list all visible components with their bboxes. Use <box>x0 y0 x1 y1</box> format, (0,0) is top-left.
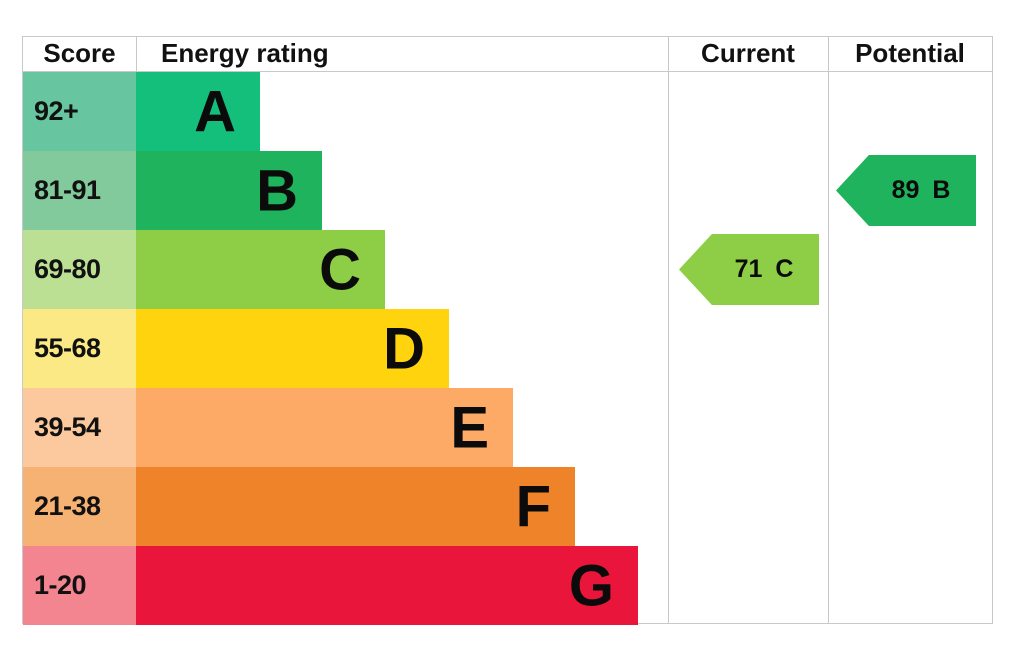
band-bar-g: G <box>136 546 638 625</box>
divider-potential-column <box>828 37 829 623</box>
band-score-range: 1-20 <box>23 546 136 625</box>
band-row-e: 39-54 E <box>23 388 992 467</box>
band-letter: B <box>256 158 298 224</box>
band-letter: E <box>450 395 489 461</box>
band-letter: D <box>383 316 425 382</box>
band-bar-a: A <box>136 72 260 151</box>
band-row-f: 21-38 F <box>23 467 992 546</box>
band-score-range: 39-54 <box>23 388 136 467</box>
band-bar-e: E <box>136 388 513 467</box>
band-row-d: 55-68 D <box>23 309 992 388</box>
band-bar-d: D <box>136 309 449 388</box>
header-energy-rating: Energy rating <box>161 38 329 68</box>
band-letter: F <box>515 474 551 540</box>
band-row-g: 1-20 G <box>23 546 992 625</box>
chart-header: Score Energy rating Current Potential <box>23 37 992 72</box>
band-row-a: 92+ A <box>23 72 992 151</box>
band-row-b: 81-91 B <box>23 151 992 230</box>
band-letter: A <box>194 79 236 145</box>
header-current: Current <box>701 38 795 68</box>
band-row-c: 69-80 C <box>23 230 992 309</box>
band-score-range: 81-91 <box>23 151 136 230</box>
band-score-range: 55-68 <box>23 309 136 388</box>
band-bar-b: B <box>136 151 322 230</box>
band-bar-c: C <box>136 230 385 309</box>
band-score-range: 69-80 <box>23 230 136 309</box>
current-rating-value: 71 <box>734 255 763 283</box>
divider-score-rating <box>136 37 137 72</box>
epc-rating-chart: Score Energy rating Current Potential 92… <box>22 36 993 625</box>
divider-current-column <box>668 37 669 623</box>
band-bar-f: F <box>136 467 575 546</box>
header-score: Score <box>43 38 116 68</box>
header-potential: Potential <box>855 38 965 68</box>
band-score-range: 92+ <box>23 72 136 151</box>
band-letter: C <box>319 237 361 303</box>
potential-rating-letter: B <box>932 176 951 204</box>
band-score-range: 21-38 <box>23 467 136 546</box>
band-letter: G <box>568 553 614 619</box>
rating-bands: 92+ A 81-91 B 69-80 C 55-68 D 39-54 E 21… <box>23 72 992 625</box>
potential-rating-arrow: 89 B <box>836 155 976 226</box>
current-rating-arrow: 71 C <box>679 234 819 305</box>
potential-rating-value: 89 <box>891 176 920 204</box>
current-rating-letter: C <box>775 255 794 283</box>
